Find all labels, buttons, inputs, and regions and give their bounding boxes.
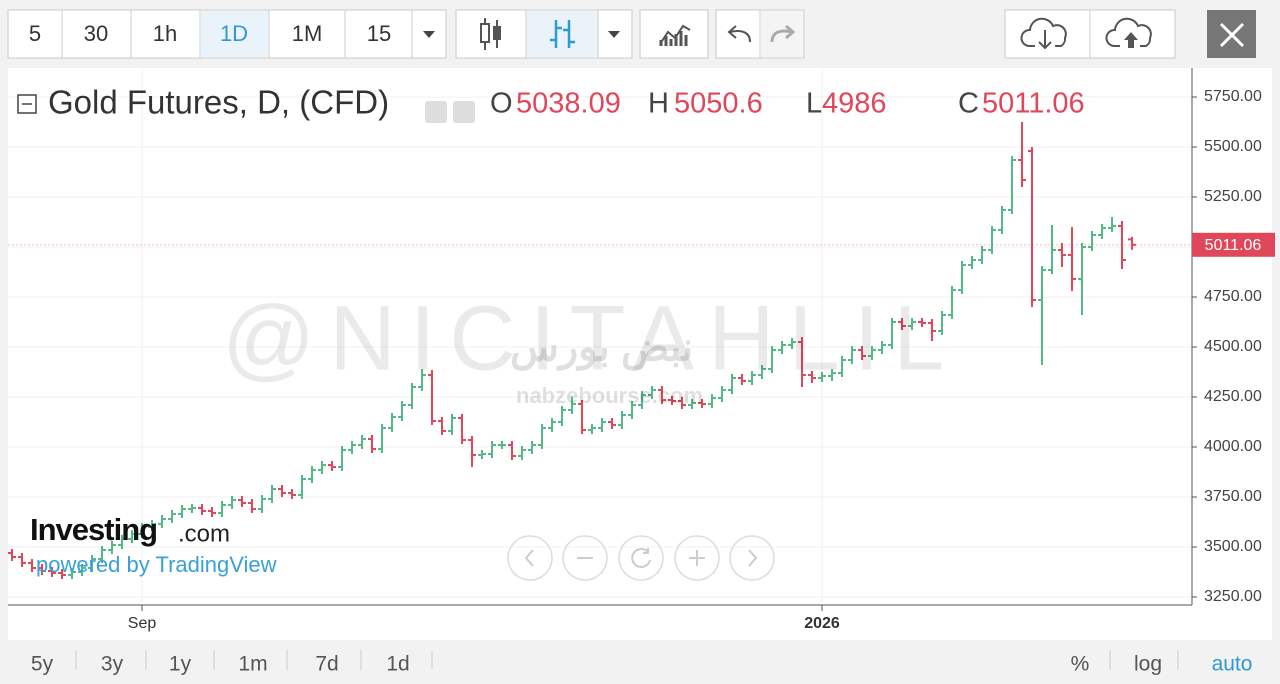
y-tick-label: 5500.00 <box>1204 138 1262 155</box>
interval-button[interactable]: 1D <box>220 21 248 46</box>
dropdown-arrow[interactable] <box>423 31 435 38</box>
undo-button[interactable] <box>727 25 751 43</box>
upload-button[interactable] <box>1105 17 1152 47</box>
powered-by: powered by TradingView <box>36 552 277 577</box>
zoom-out[interactable] <box>562 535 608 581</box>
range-bar: 5y 3y 1y 1m 7d 1d% log auto <box>31 650 1253 676</box>
y-tick-label: 5250.00 <box>1204 188 1262 205</box>
interval-button[interactable]: 1h <box>153 21 177 46</box>
range-button[interactable]: 7d <box>315 653 338 676</box>
watermark-site: nabzebourse.com <box>516 383 703 408</box>
cloud-group <box>1004 9 1176 59</box>
chart-title: Gold Futures, D, (CFD) <box>48 84 389 121</box>
scroll-right[interactable] <box>729 535 775 581</box>
brand-suffix: .com <box>178 520 230 547</box>
ohlc-value: 5011.06 <box>982 88 1085 120</box>
visibility-icon[interactable] <box>425 101 447 123</box>
ohlc-letter: C <box>958 88 979 120</box>
y-tick-label: 3250.00 <box>1204 588 1262 605</box>
range-button[interactable]: 5y <box>31 653 54 676</box>
y-tick-label: 4750.00 <box>1204 288 1262 305</box>
y-tick-label: 3750.00 <box>1204 488 1262 505</box>
indicators-button[interactable] <box>639 9 709 59</box>
settings-icon[interactable] <box>453 101 475 123</box>
ohlc-value: 5038.09 <box>516 88 621 120</box>
interval-button[interactable]: 30 <box>84 21 108 46</box>
redo-button[interactable] <box>770 24 796 43</box>
zoom-in[interactable] <box>674 535 720 581</box>
price-tag-label: 5011.06 <box>1205 237 1262 254</box>
interval-button[interactable]: 1M <box>292 21 323 46</box>
y-tick-label: 5750.00 <box>1204 88 1262 105</box>
reset[interactable] <box>618 535 664 581</box>
close-button[interactable] <box>1207 10 1256 58</box>
bars-icon[interactable] <box>550 20 575 48</box>
y-tick-label: 4000.00 <box>1204 438 1262 455</box>
footer <box>0 640 1280 684</box>
ohlc-value: 4986 <box>822 88 887 120</box>
zoom-controls <box>507 535 775 581</box>
range-button[interactable]: 1d <box>386 653 409 676</box>
undo-redo-group <box>715 9 805 59</box>
brand-name: Investing <box>30 512 157 547</box>
range-button[interactable]: 1y <box>169 653 192 676</box>
x-tick-label: 2026 <box>804 615 840 632</box>
dropdown-arrow[interactable] <box>608 31 620 38</box>
interval-button[interactable]: 15 <box>367 21 391 46</box>
option-button[interactable]: log <box>1134 653 1162 676</box>
x-tick-label: Sep <box>128 615 157 632</box>
chart-area <box>8 68 1272 640</box>
interval-button[interactable]: 5 <box>29 21 41 46</box>
ohlc-letter: L <box>806 88 822 120</box>
candles-icon[interactable] <box>480 18 501 50</box>
option-button[interactable]: % <box>1071 653 1090 676</box>
y-tick-label: 3500.00 <box>1204 538 1262 555</box>
ohlc-legend: O 5038.09 H 5050.6 L 4986 C 5011.06 <box>490 88 1085 120</box>
ohlc-letter: H <box>648 88 669 120</box>
download-button[interactable] <box>1020 17 1067 47</box>
range-button[interactable]: 3y <box>101 653 124 676</box>
y-tick-label: 4500.00 <box>1204 338 1262 355</box>
price-tag <box>1192 232 1275 257</box>
ohlc-letter: O <box>490 88 513 120</box>
ohlc-value: 5050.6 <box>674 88 763 120</box>
option-button[interactable]: auto <box>1212 653 1253 676</box>
active-style-bg <box>527 11 598 57</box>
active-interval-bg <box>201 11 268 57</box>
scroll-left[interactable] <box>507 535 553 581</box>
plot: 3250.00 3500.00 3750.00 4000.00 4250.00 4500.… <box>8 68 1275 632</box>
range-button[interactable]: 1m <box>238 653 267 676</box>
watermark-handle: @NICITAHLIL <box>222 287 958 389</box>
chart-style-group <box>455 9 633 59</box>
y-tick-label: 4250.00 <box>1204 388 1262 405</box>
interval-group: 5 30 1h 1D 1M 15 <box>7 9 447 59</box>
watermark-arabic: نبض بورس <box>510 326 693 372</box>
